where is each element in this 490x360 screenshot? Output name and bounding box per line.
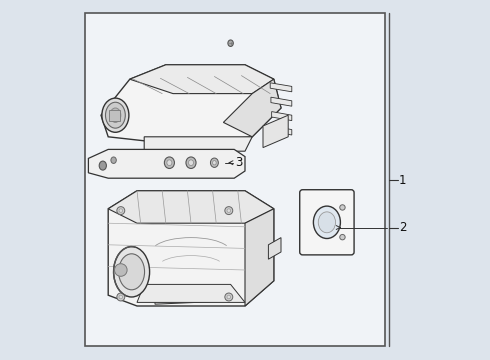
- Ellipse shape: [318, 212, 336, 233]
- Text: 2: 2: [399, 221, 407, 234]
- Ellipse shape: [117, 293, 125, 301]
- Ellipse shape: [186, 157, 196, 168]
- Ellipse shape: [119, 295, 122, 299]
- Ellipse shape: [99, 161, 106, 170]
- Polygon shape: [272, 126, 292, 135]
- Ellipse shape: [167, 160, 172, 166]
- Ellipse shape: [110, 108, 121, 122]
- Ellipse shape: [227, 209, 231, 212]
- Ellipse shape: [227, 295, 231, 299]
- Ellipse shape: [340, 234, 345, 240]
- Polygon shape: [270, 83, 292, 92]
- Text: 1: 1: [399, 174, 407, 186]
- Polygon shape: [155, 295, 238, 304]
- Ellipse shape: [164, 157, 174, 168]
- Polygon shape: [101, 65, 281, 144]
- Polygon shape: [245, 209, 274, 306]
- Polygon shape: [144, 137, 252, 151]
- Bar: [109, 110, 120, 121]
- Ellipse shape: [225, 207, 233, 215]
- Ellipse shape: [225, 293, 233, 301]
- Polygon shape: [263, 115, 288, 148]
- Ellipse shape: [115, 264, 127, 276]
- FancyBboxPatch shape: [300, 190, 354, 255]
- Ellipse shape: [210, 158, 219, 167]
- Ellipse shape: [340, 205, 345, 210]
- Ellipse shape: [119, 254, 145, 290]
- Ellipse shape: [102, 98, 129, 132]
- Polygon shape: [223, 79, 281, 137]
- Text: 3: 3: [235, 156, 242, 169]
- Polygon shape: [108, 191, 274, 306]
- Ellipse shape: [105, 102, 125, 128]
- Ellipse shape: [228, 40, 233, 46]
- Polygon shape: [130, 65, 274, 94]
- Ellipse shape: [119, 209, 122, 212]
- Polygon shape: [137, 284, 245, 302]
- Polygon shape: [271, 97, 292, 106]
- Ellipse shape: [111, 157, 116, 163]
- Polygon shape: [269, 238, 281, 259]
- Ellipse shape: [114, 247, 149, 297]
- Bar: [85, 13, 386, 346]
- Polygon shape: [88, 149, 245, 178]
- Polygon shape: [108, 191, 274, 223]
- Ellipse shape: [189, 160, 194, 166]
- Ellipse shape: [314, 206, 341, 238]
- Ellipse shape: [213, 161, 216, 165]
- Ellipse shape: [117, 207, 125, 215]
- Polygon shape: [271, 112, 292, 121]
